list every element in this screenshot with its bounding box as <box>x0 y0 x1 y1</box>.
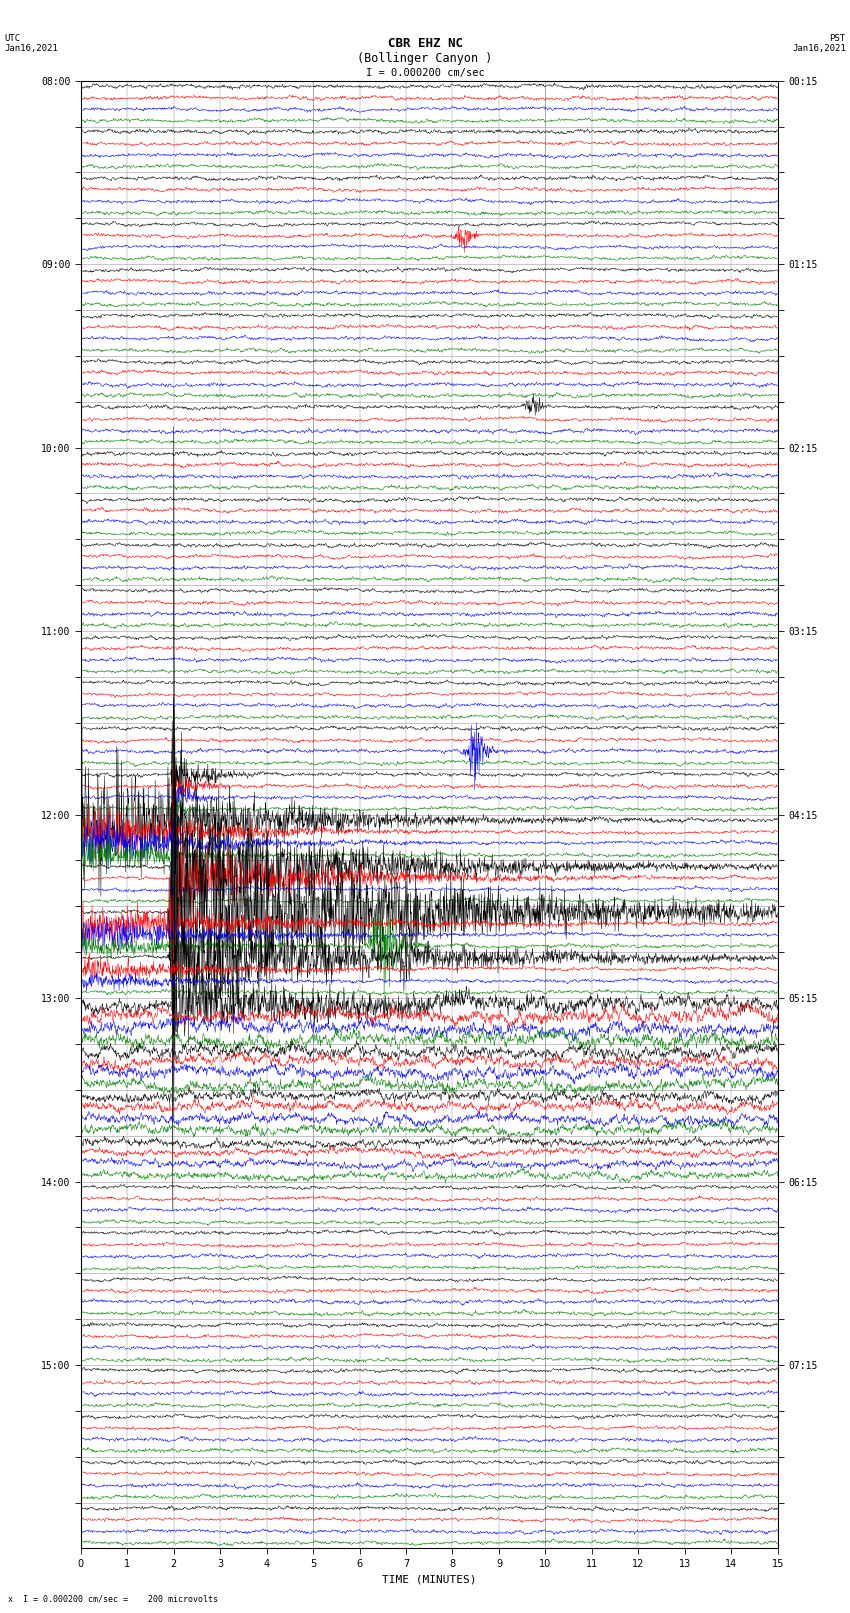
Text: I = 0.000200 cm/sec: I = 0.000200 cm/sec <box>366 68 484 77</box>
Text: x  I = 0.000200 cm/sec =    200 microvolts: x I = 0.000200 cm/sec = 200 microvolts <box>8 1594 218 1603</box>
Text: CBR EHZ NC: CBR EHZ NC <box>388 37 462 50</box>
Text: UTC
Jan16,2021: UTC Jan16,2021 <box>4 34 58 53</box>
X-axis label: TIME (MINUTES): TIME (MINUTES) <box>382 1574 477 1584</box>
Text: (Bollinger Canyon ): (Bollinger Canyon ) <box>357 52 493 65</box>
Text: PST
Jan16,2021: PST Jan16,2021 <box>792 34 846 53</box>
